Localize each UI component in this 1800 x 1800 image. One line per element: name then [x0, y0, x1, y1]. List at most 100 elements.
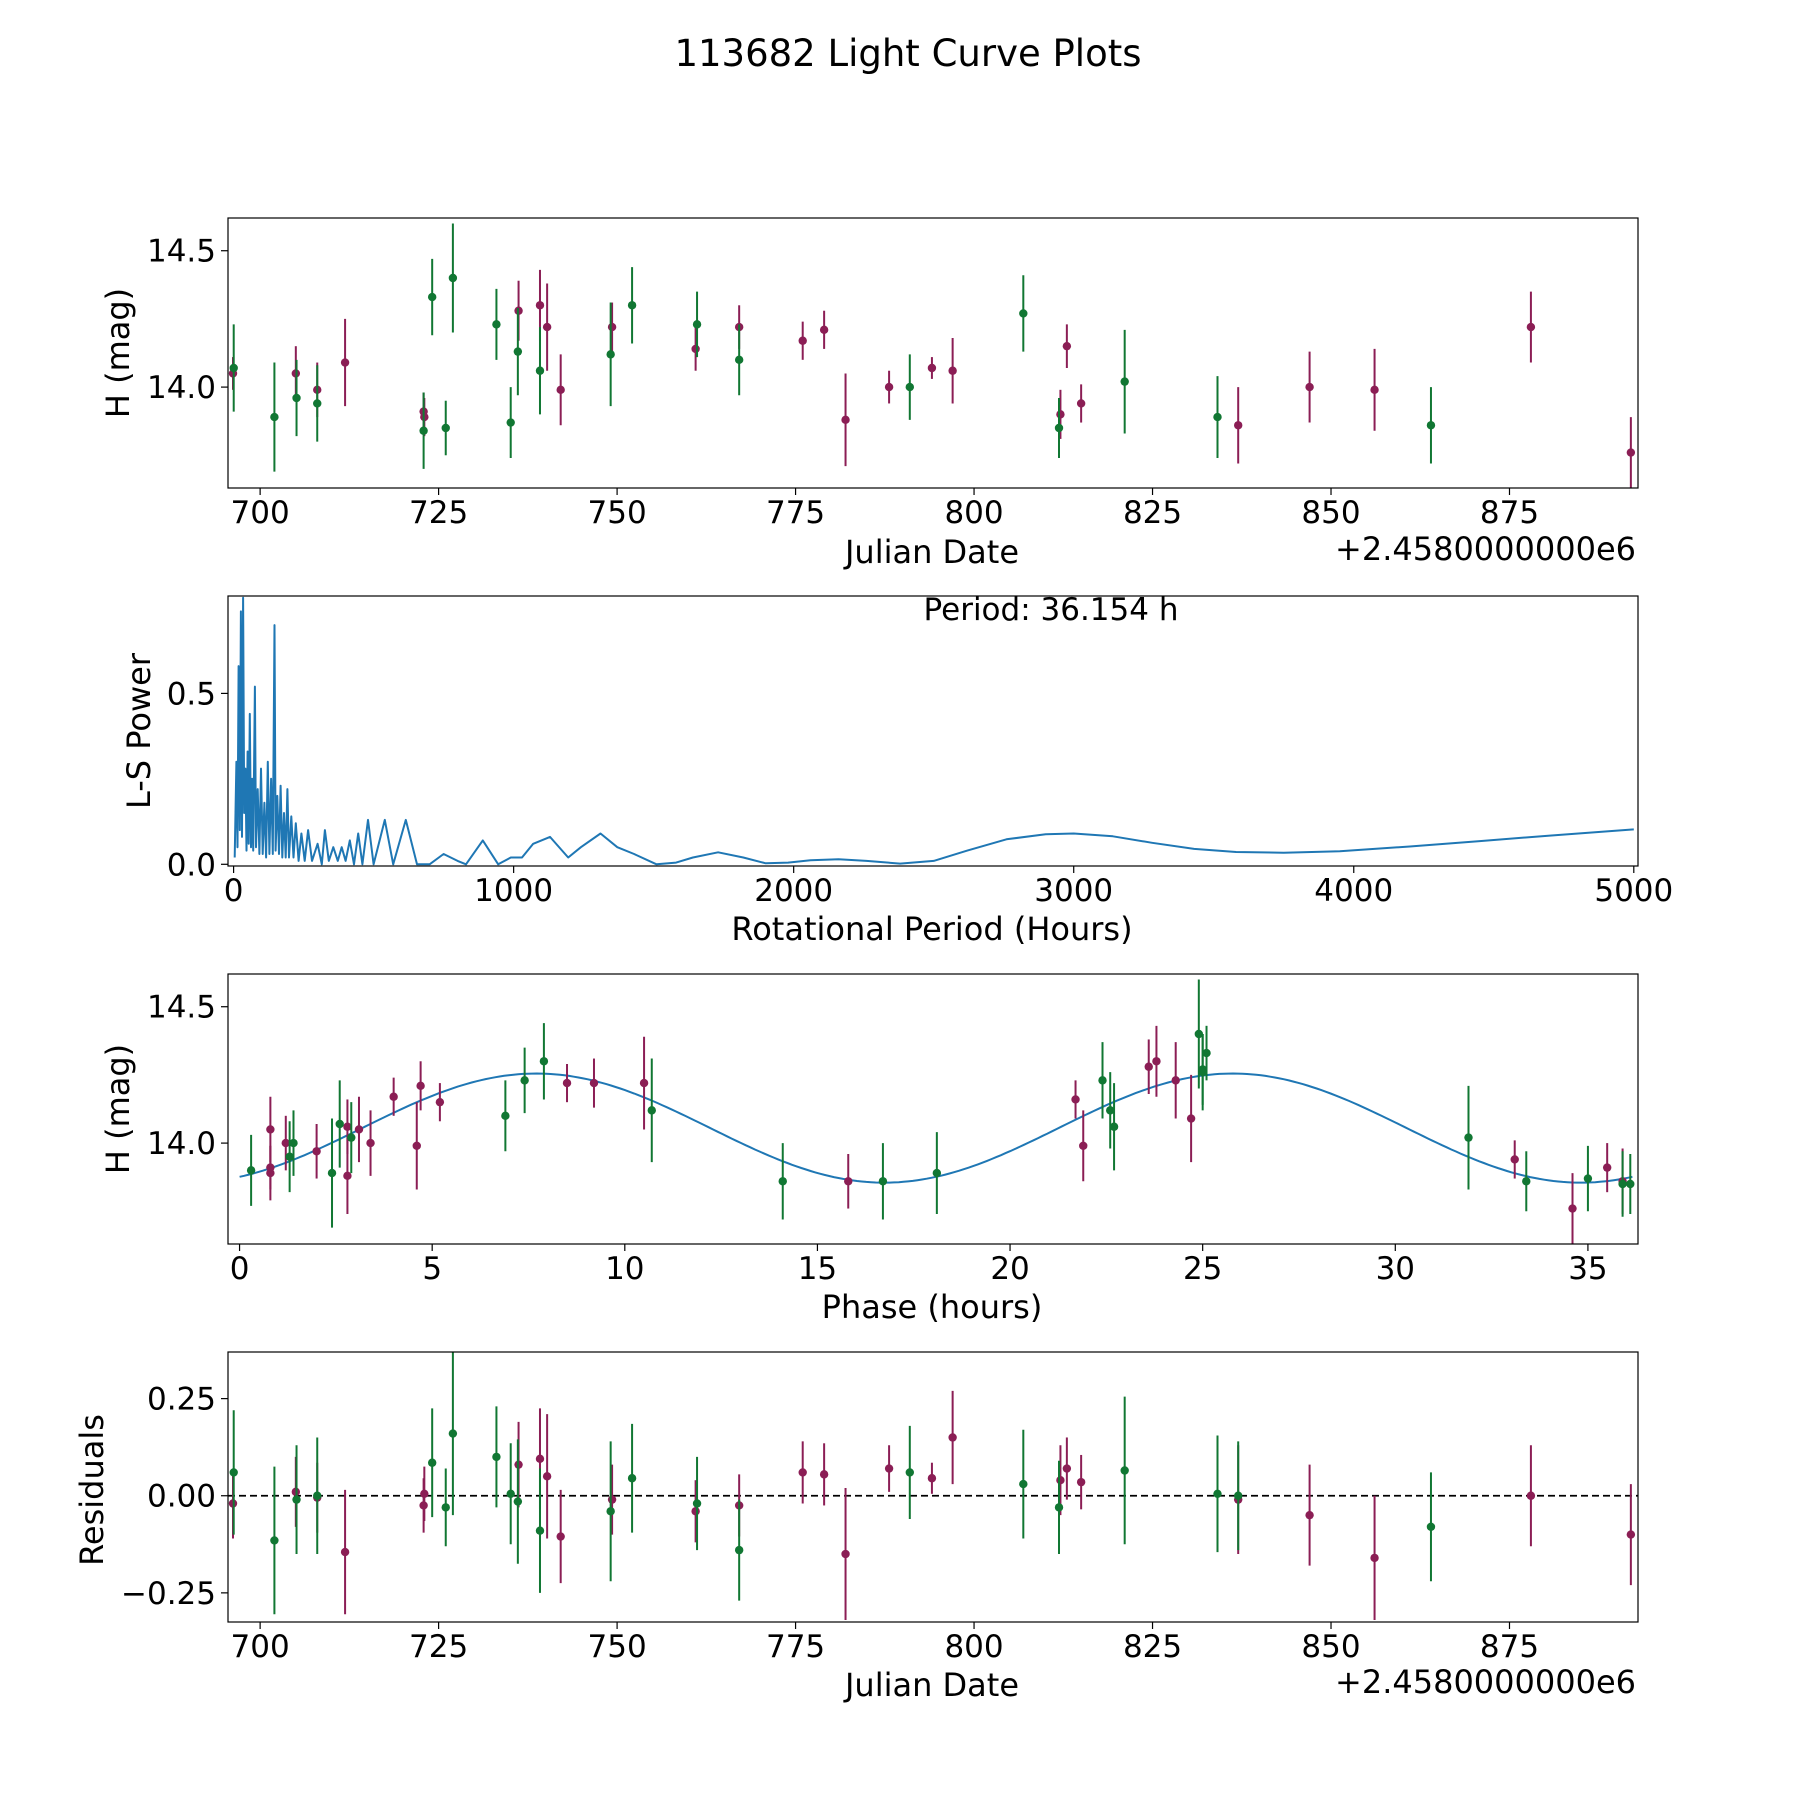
lightcurve-point-band_b — [229, 363, 238, 373]
residuals-point-band_a — [607, 1495, 617, 1504]
lightcurve-point-band_a — [1526, 322, 1536, 332]
phased-point-band_a — [844, 1177, 853, 1186]
residuals-ytick-label: 0.25 — [147, 1382, 216, 1418]
lightcurve-point-band_b — [419, 426, 428, 435]
phased-point-band_a — [1079, 1141, 1088, 1151]
lightcurve-point-band_a — [798, 336, 807, 345]
lightcurve-point-band_b — [535, 366, 545, 375]
phased-point-band_a — [416, 1081, 425, 1091]
residuals-offset-label: +2.4580000000e6 — [1335, 1663, 1636, 1701]
residuals-point-band_b — [627, 1474, 637, 1483]
lightcurve-xtick-label: 725 — [409, 495, 468, 531]
residuals-point-band_a — [340, 1547, 350, 1557]
lightcurve-point-band_b — [292, 393, 301, 403]
periodogram-ytick-label: 0.0 — [167, 847, 216, 883]
residuals-point-band_b — [313, 1491, 322, 1500]
lightcurve-point-band_b — [492, 320, 501, 329]
phased-point-band_b — [1583, 1174, 1593, 1183]
residuals-point-band_b — [606, 1507, 615, 1516]
phased-point-band_a — [639, 1078, 649, 1088]
periodogram-power-line — [233, 596, 1634, 866]
lightcurve-point-band_b — [1213, 412, 1222, 422]
residuals-point-band_b — [535, 1526, 545, 1535]
lightcurve-point-band_a — [556, 385, 565, 395]
residuals-frame — [227, 1351, 1639, 1623]
lightcurve-xtick-label: 800 — [944, 495, 1003, 531]
phased-point-band_a — [1071, 1095, 1080, 1104]
residuals-ylabel: Residuals — [73, 1414, 111, 1566]
lightcurve-point-band_b — [427, 292, 437, 302]
residuals-point-band_a — [1626, 1530, 1636, 1539]
residuals-point-band_b — [506, 1489, 515, 1498]
periodogram-xtick-label: 5000 — [1594, 873, 1673, 909]
phased-xtick-label: 0 — [230, 1251, 250, 1287]
residuals-xtick-label: 850 — [1301, 1629, 1360, 1665]
lightcurve-point-band_b — [441, 423, 450, 433]
residuals-ytick-label: −0.25 — [121, 1576, 216, 1612]
phased-point-band_b — [1464, 1133, 1473, 1142]
periodogram-ylabel: L-S Power — [120, 652, 158, 809]
phased-ylabel: H (mag) — [99, 1044, 137, 1174]
phased-xtick-label: 15 — [798, 1251, 837, 1287]
periodogram-xtick-label: 3000 — [1034, 873, 1113, 909]
residuals-point-band_b — [692, 1499, 702, 1508]
lightcurve-point-band_a — [691, 344, 700, 354]
lightcurve-point-band_b — [448, 273, 458, 283]
phased-ytick-label: 14.5 — [147, 990, 216, 1026]
lightcurve-point-band_a — [884, 382, 894, 392]
periodogram-xlabel: Rotational Period (Hours) — [731, 910, 1132, 948]
lightcurve-ytick-label: 14.5 — [147, 234, 216, 270]
phased-point-band_b — [285, 1152, 294, 1161]
phased-frame — [227, 973, 1639, 1245]
phased-xlabel: Phase (hours) — [822, 1288, 1043, 1326]
phased-point-band_a — [354, 1125, 364, 1134]
lightcurve-ylabel: H (mag) — [99, 288, 137, 418]
lightcurve-point-band_b — [692, 320, 702, 329]
lightcurve-point-band_b — [905, 382, 914, 392]
residuals-xtick-label: 875 — [1480, 1629, 1539, 1665]
phased-point-band_a — [412, 1141, 421, 1151]
phased-point-band_b — [1106, 1106, 1115, 1115]
phased-point-band_b — [335, 1119, 344, 1129]
residuals-xtick-label: 750 — [588, 1629, 647, 1665]
lightcurve-point-band_a — [1076, 399, 1086, 408]
residuals-point-band_a — [1305, 1510, 1314, 1520]
phased-point-band_b — [327, 1168, 337, 1178]
phased-point-band_b — [647, 1106, 656, 1115]
phased-point-band_a — [1602, 1163, 1612, 1172]
phased-point-band_b — [1109, 1122, 1119, 1131]
residuals-point-band_b — [427, 1458, 437, 1467]
phased-point-band_a — [366, 1138, 375, 1148]
residuals-xtick-label: 825 — [1123, 1629, 1182, 1665]
phased-point-band_b — [778, 1177, 787, 1186]
residuals-ytick-label: 0.00 — [147, 1479, 216, 1515]
phased-point-band_b — [1098, 1076, 1107, 1085]
residuals-point-band_a — [535, 1454, 545, 1464]
phased-point-band_a — [281, 1138, 290, 1148]
residuals-point-band_b — [1054, 1503, 1064, 1512]
phased-xtick-label: 30 — [1376, 1251, 1415, 1287]
phased-point-band_a — [266, 1125, 275, 1134]
phased-xtick-label: 35 — [1568, 1251, 1607, 1287]
lightcurve-point-band_a — [535, 301, 545, 310]
lightcurve-xlabel: Julian Date — [843, 533, 1019, 571]
lightcurve-point-band_b — [270, 412, 279, 422]
lightcurve-point-band_a — [542, 322, 552, 332]
phased-xtick-label: 10 — [605, 1251, 644, 1287]
phased-point-band_b — [878, 1177, 888, 1186]
phased-point-band_a — [562, 1078, 572, 1088]
lightcurve-point-band_a — [819, 325, 829, 335]
phased-xtick-label: 20 — [990, 1251, 1029, 1287]
lightcurve-point-band_a — [607, 322, 617, 332]
lightcurve-point-band_b — [1054, 423, 1064, 433]
residuals-point-band_a — [691, 1507, 700, 1516]
residuals-point-band_a — [1056, 1476, 1065, 1485]
residuals-xlabel: Julian Date — [843, 1666, 1019, 1704]
lightcurve-xtick-label: 700 — [231, 495, 290, 531]
lightcurve-xtick-label: 825 — [1123, 495, 1182, 531]
phased-point-band_a — [343, 1171, 352, 1181]
phased-point-band_b — [539, 1057, 549, 1066]
lightcurve-point-band_b — [606, 350, 615, 359]
periodogram-xtick-label: 0 — [224, 873, 244, 909]
lightcurve-point-band_b — [506, 418, 515, 427]
